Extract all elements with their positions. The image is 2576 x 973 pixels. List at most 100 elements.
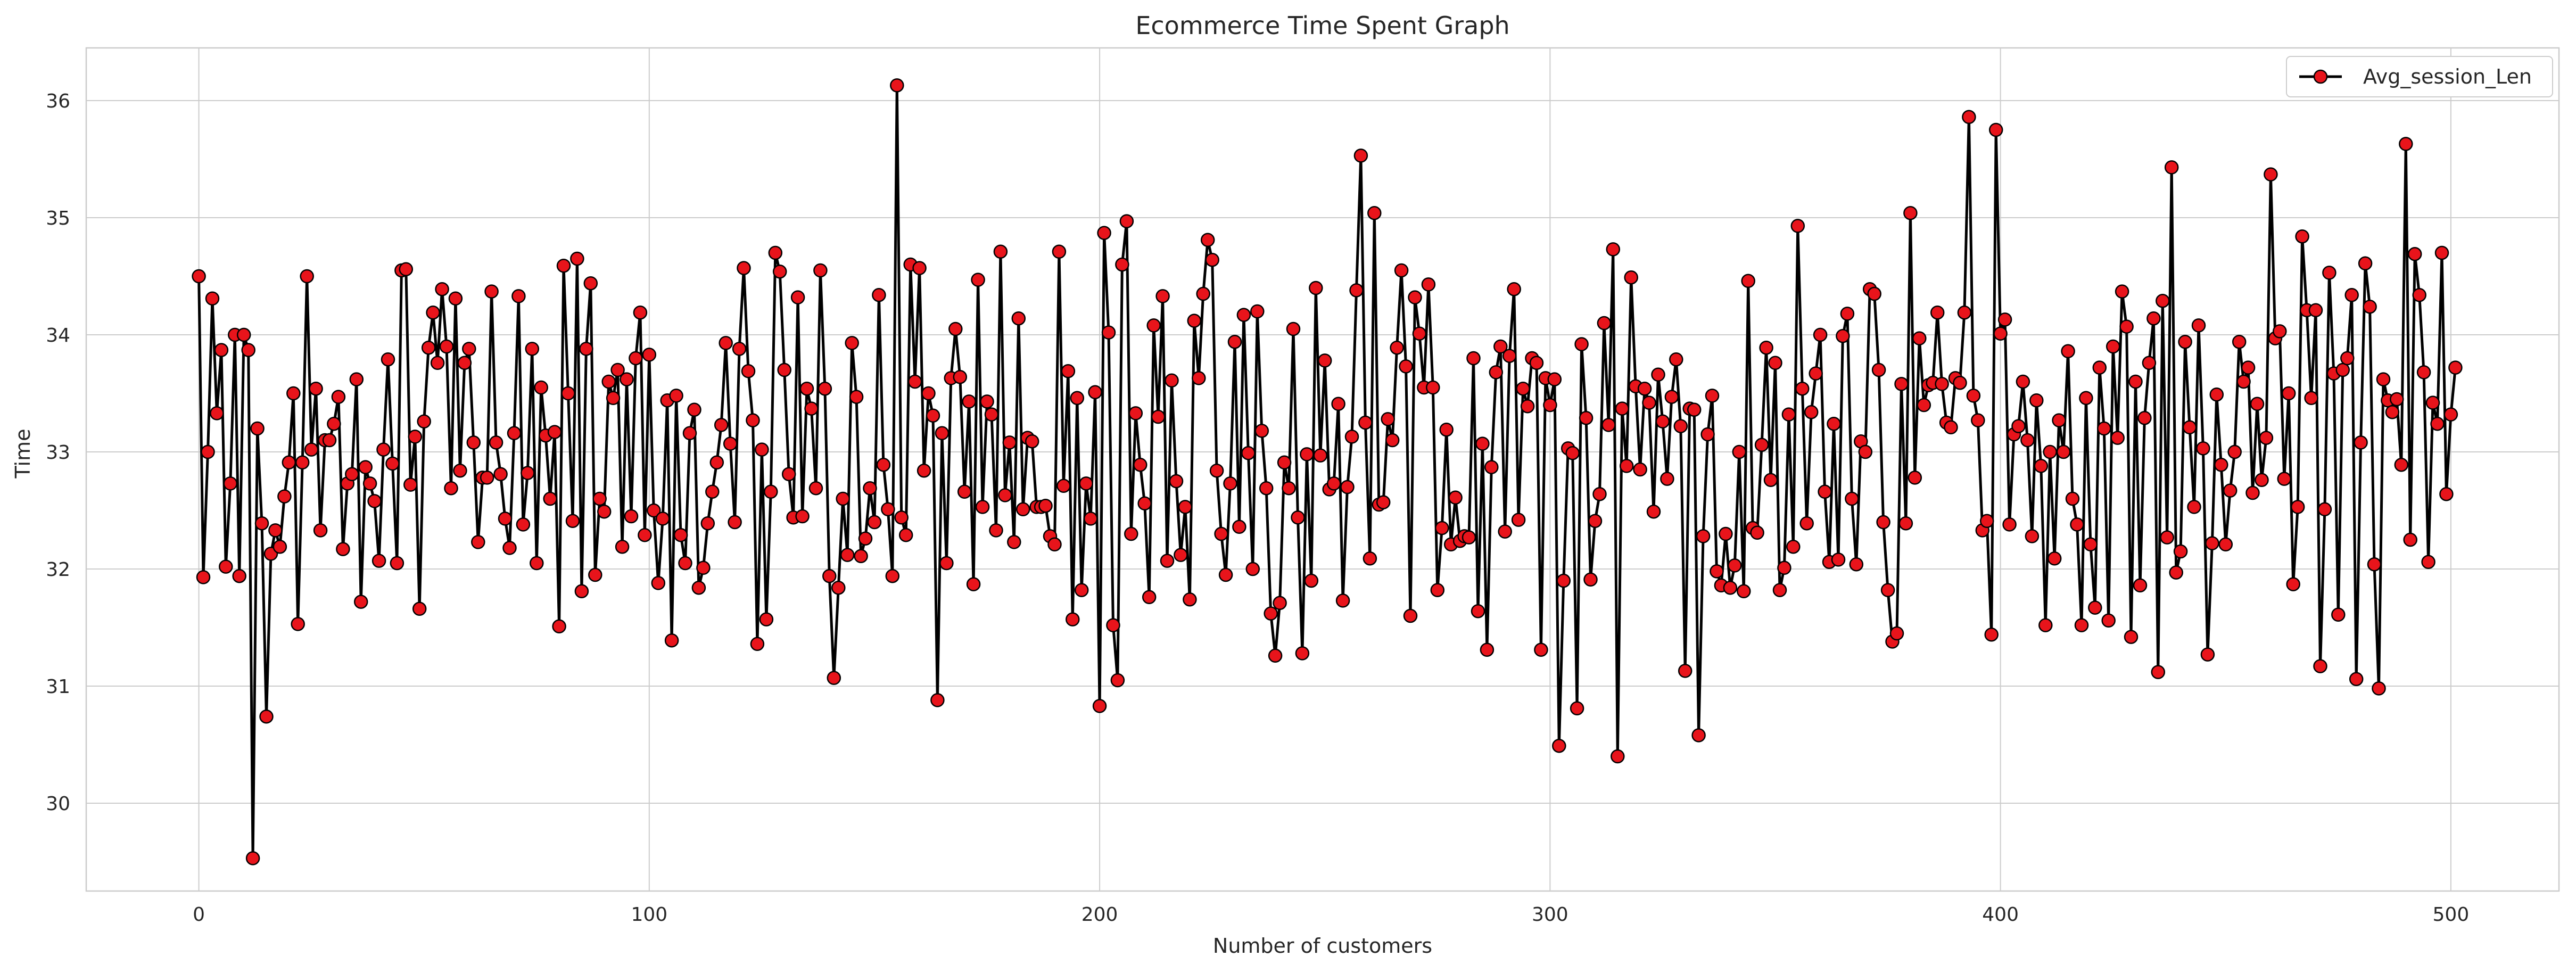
data-point bbox=[1678, 664, 1692, 678]
data-point bbox=[1637, 381, 1652, 396]
data-point bbox=[1966, 389, 1981, 403]
data-point bbox=[2209, 387, 2224, 402]
data-point bbox=[1845, 491, 1859, 506]
data-point bbox=[1516, 381, 1530, 396]
data-point bbox=[917, 463, 931, 478]
data-point bbox=[466, 435, 481, 450]
data-point bbox=[984, 407, 999, 422]
data-point bbox=[1214, 526, 1228, 541]
data-point bbox=[1070, 391, 1085, 406]
data-point bbox=[836, 491, 850, 506]
data-point bbox=[1552, 738, 1566, 753]
data-point bbox=[534, 380, 548, 395]
data-point bbox=[2173, 544, 2188, 559]
data-point bbox=[1732, 444, 1747, 459]
data-point bbox=[2182, 420, 2197, 435]
data-point bbox=[1259, 481, 1274, 496]
data-point bbox=[2308, 303, 2323, 318]
data-point bbox=[1349, 283, 1364, 298]
data-point bbox=[1475, 436, 1490, 451]
data-point bbox=[2340, 351, 2355, 366]
data-point bbox=[1254, 424, 1269, 438]
data-point bbox=[1092, 699, 1107, 713]
data-point bbox=[601, 374, 616, 389]
data-point bbox=[642, 348, 657, 362]
data-point bbox=[295, 455, 310, 470]
data-point bbox=[624, 509, 639, 524]
data-point bbox=[201, 444, 215, 459]
data-point bbox=[381, 352, 395, 367]
legend-box bbox=[2286, 56, 2553, 97]
data-point bbox=[2255, 473, 2269, 488]
data-point bbox=[781, 467, 796, 482]
data-point bbox=[1169, 474, 1184, 489]
data-point bbox=[2146, 311, 2161, 326]
data-point bbox=[1520, 399, 1535, 414]
data-point bbox=[1066, 612, 1080, 626]
y-axis-label: Time bbox=[11, 429, 35, 479]
y-tick-label: 31 bbox=[46, 676, 70, 698]
data-point bbox=[1178, 500, 1193, 514]
data-point bbox=[863, 481, 877, 496]
data-point bbox=[669, 389, 683, 403]
data-point bbox=[236, 327, 251, 342]
data-point bbox=[205, 291, 220, 306]
data-point bbox=[1408, 290, 1422, 304]
data-point bbox=[588, 567, 602, 582]
data-point bbox=[493, 467, 508, 482]
data-point bbox=[1511, 513, 1526, 527]
data-point bbox=[1534, 642, 1548, 657]
data-point bbox=[1399, 359, 1413, 374]
data-point bbox=[1867, 286, 1881, 301]
data-point bbox=[651, 576, 666, 590]
data-point bbox=[2110, 431, 2125, 445]
data-point bbox=[1737, 584, 1751, 599]
data-point bbox=[1502, 349, 1517, 363]
data-point bbox=[1768, 356, 1782, 370]
data-point bbox=[768, 245, 783, 260]
data-point bbox=[1376, 495, 1391, 509]
data-point bbox=[385, 456, 400, 471]
data-point bbox=[872, 287, 886, 302]
data-point bbox=[1691, 728, 1706, 743]
data-point bbox=[822, 568, 837, 583]
data-point bbox=[453, 463, 467, 478]
data-point bbox=[1309, 281, 1323, 295]
data-point bbox=[993, 244, 1008, 259]
data-point bbox=[2160, 530, 2174, 545]
data-point bbox=[1137, 496, 1152, 511]
data-point bbox=[2448, 360, 2463, 375]
data-point bbox=[1313, 448, 1328, 463]
data-point bbox=[421, 340, 436, 355]
data-point bbox=[1291, 510, 1305, 525]
data-point bbox=[1543, 398, 1557, 413]
data-point bbox=[1750, 525, 1764, 540]
data-point bbox=[1344, 430, 1359, 444]
data-point bbox=[2191, 318, 2206, 333]
data-point bbox=[1799, 516, 1814, 531]
data-point bbox=[975, 500, 990, 514]
data-point bbox=[1917, 398, 1931, 413]
data-point bbox=[371, 554, 386, 568]
x-tick-label: 200 bbox=[1081, 904, 1118, 926]
data-point bbox=[1038, 498, 1053, 513]
data-point bbox=[1128, 406, 1143, 420]
data-point bbox=[1772, 583, 1787, 597]
data-point bbox=[682, 426, 697, 441]
data-point bbox=[700, 516, 715, 531]
data-point bbox=[1723, 580, 1738, 595]
data-point bbox=[462, 342, 476, 356]
y-tick-label: 36 bbox=[46, 90, 70, 112]
data-point bbox=[1894, 377, 1909, 391]
data-point bbox=[1403, 608, 1418, 623]
data-point bbox=[1754, 438, 1769, 452]
data-point bbox=[845, 336, 859, 350]
data-point bbox=[1484, 460, 1499, 474]
data-point bbox=[349, 372, 364, 386]
plot-border bbox=[85, 47, 2560, 892]
data-point bbox=[2376, 372, 2391, 386]
data-point bbox=[957, 484, 972, 499]
data-point bbox=[2349, 672, 2364, 687]
data-point bbox=[471, 535, 485, 549]
data-point bbox=[2335, 362, 2350, 377]
